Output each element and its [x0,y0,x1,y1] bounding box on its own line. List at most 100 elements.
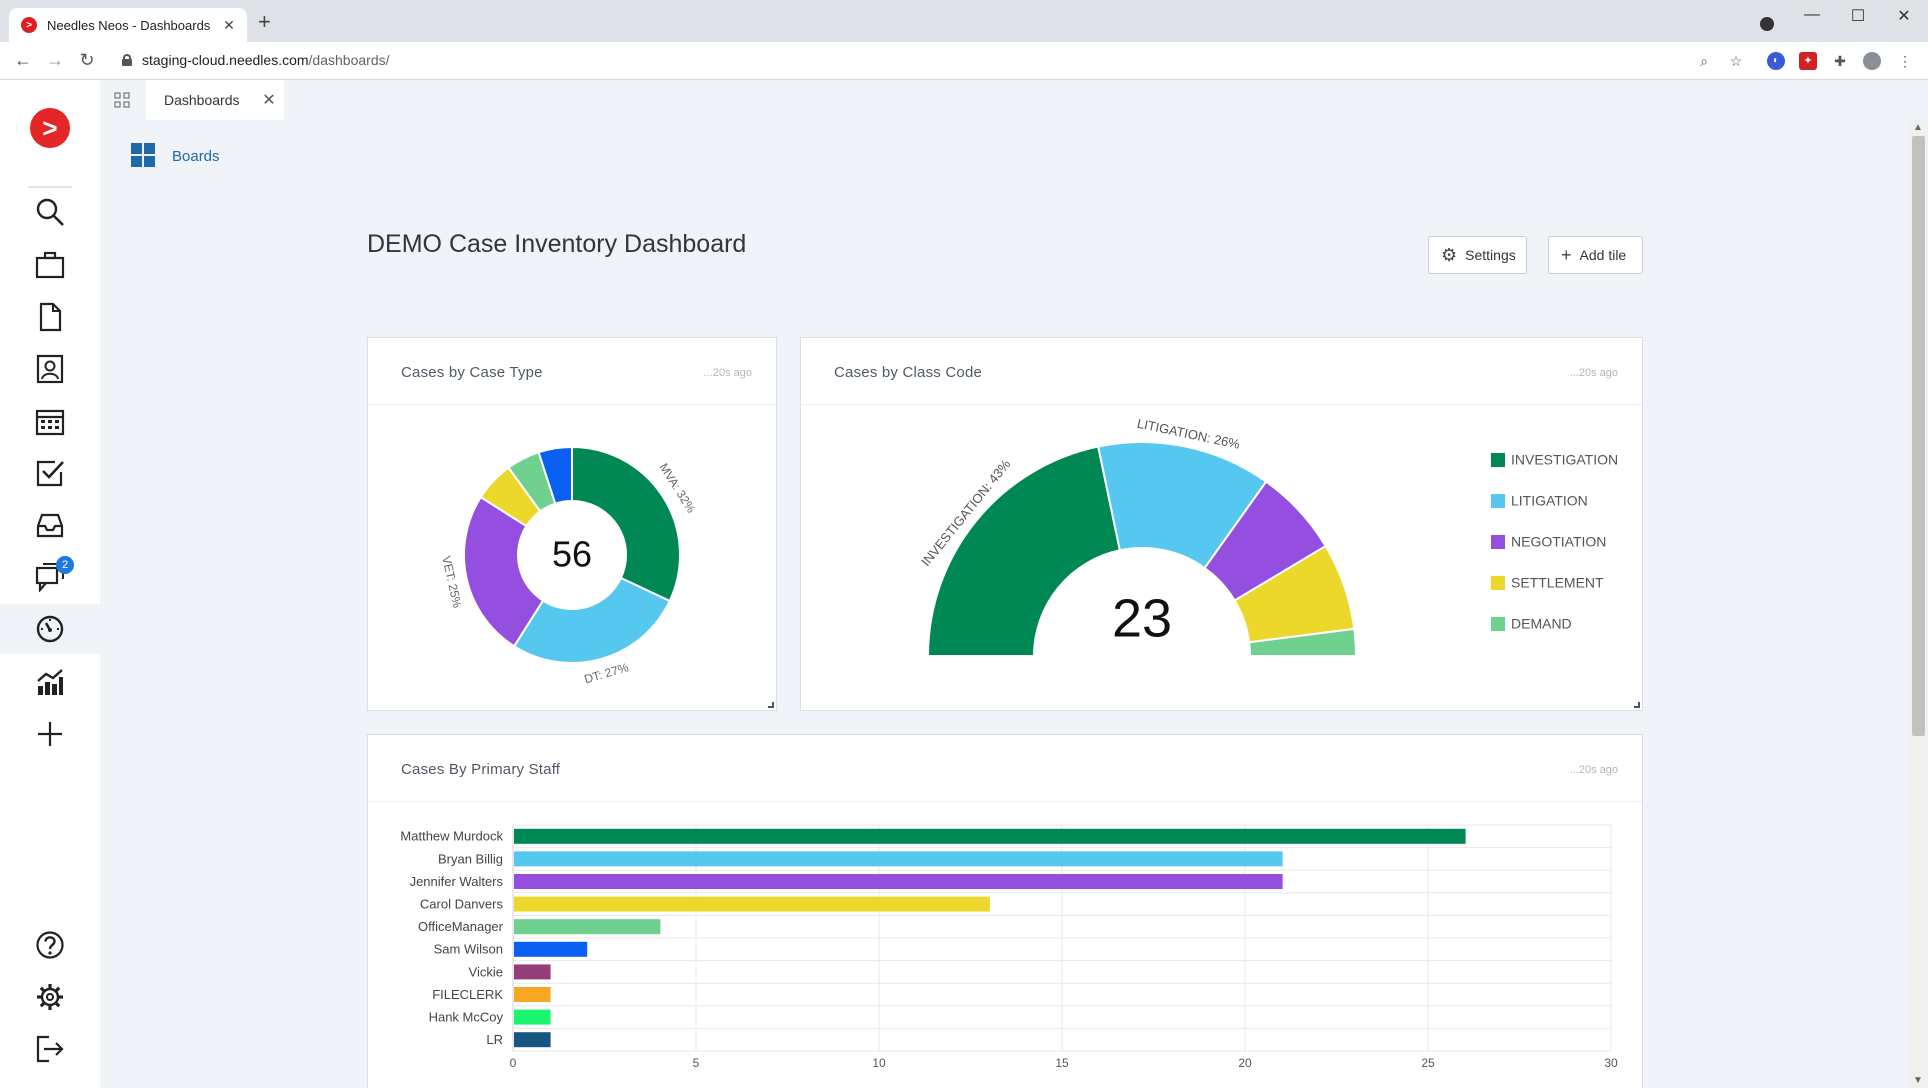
bar[interactable] [514,964,551,980]
reload-icon[interactable]: ↻ [79,50,95,70]
page-scrollbar[interactable]: ▲ ▼ [1909,120,1928,1088]
sidebar-item-messages[interactable]: 2 [0,552,100,602]
breadcrumb[interactable]: Boards [172,148,220,165]
resize-handle[interactable] [1634,702,1640,708]
legend-item[interactable]: DEMAND [1491,616,1572,632]
app-tab-strip: Dashboards ✕ [100,80,1928,120]
y-category-label: Hank McCoy [429,1010,504,1025]
scroll-down-icon[interactable]: ▼ [1913,1075,1923,1086]
grid-view-icon[interactable] [114,92,130,108]
resize-handle[interactable] [768,702,774,708]
extension-icon[interactable]: ◐ [1767,52,1785,70]
maximize-icon[interactable]: ☐ [1850,8,1866,25]
legend-item[interactable]: SETTLEMENT [1491,575,1604,591]
scroll-up-icon[interactable]: ▲ [1913,122,1923,133]
legend-item[interactable]: INVESTIGATION [1491,452,1618,468]
settings-button[interactable]: ⚙ Settings [1428,236,1527,274]
gauge-slice[interactable] [1248,627,1358,657]
y-category-label: LR [486,1032,503,1047]
close-tab-icon[interactable]: ✕ [223,16,235,33]
donut-slice[interactable] [512,576,672,664]
sidebar-item-tasks[interactable] [0,448,100,498]
close-window-icon[interactable]: ✕ [1897,8,1911,25]
bar[interactable] [514,874,1283,889]
y-category-label: Matthew Murdock [400,829,503,844]
x-tick-label: 25 [1421,1056,1435,1070]
donut-center-total: 56 [552,534,592,575]
logo-icon[interactable]: > [30,108,70,148]
sidebar-item-reports[interactable] [0,657,100,707]
search-icon [36,198,64,226]
donut-slice-label: VET: 25% [439,555,464,610]
donut-slice[interactable] [537,445,573,505]
browser-tab[interactable]: > Needles Neos - Dashboards ✕ [9,8,247,42]
bar[interactable] [514,828,1466,844]
browser-menu-icon[interactable]: ⋮ [1898,53,1912,69]
legend-swatch [1491,576,1505,590]
sidebar-item-cases[interactable] [0,240,100,290]
new-tab-icon[interactable]: + [258,9,271,34]
bar[interactable] [514,851,1283,867]
bar[interactable] [514,941,588,957]
gauge-center-total: 23 [1112,588,1172,648]
class-code-gauge-chart[interactable]: INVESTIGATION: 43%LITIGATION: 26%23INVES… [801,406,1642,711]
y-category-label: FILECLERK [432,987,503,1002]
boards-icon[interactable] [131,143,155,167]
legend-item[interactable]: NEGOTIATION [1491,534,1606,550]
bar[interactable] [514,919,661,935]
legend-label: INVESTIGATION [1511,452,1618,468]
sidebar-item-search[interactable] [0,187,100,237]
legend-swatch [1491,453,1505,467]
sidebar-item-help[interactable] [0,920,100,970]
forward-icon[interactable]: → [46,50,64,70]
tile-title: Cases by Class Code [834,364,983,381]
sidebar-item-inbox[interactable] [0,500,100,550]
close-icon[interactable]: ✕ [262,92,276,109]
bar[interactable] [514,1009,551,1025]
bar[interactable] [514,1032,551,1048]
sidebar-item-contacts[interactable] [0,344,100,394]
legend-label: NEGOTIATION [1511,534,1606,550]
page-title: DEMO Case Inventory Dashboard [367,230,747,258]
avatar[interactable] [1863,52,1881,70]
settings-button-label: Settings [1465,247,1516,263]
donut-slice[interactable] [463,495,545,648]
sidebar-item-settings[interactable] [0,972,100,1022]
sidebar-item-calendar[interactable] [0,396,100,446]
legend-label: SETTLEMENT [1511,575,1604,591]
tab-dashboards[interactable]: Dashboards ✕ [146,80,284,120]
pdf-extension-icon[interactable]: ✦ [1799,52,1817,70]
puzzle-icon[interactable]: ✚ [1834,53,1846,69]
scrollbar-thumb[interactable] [1912,136,1925,736]
bar[interactable] [514,896,990,912]
bar[interactable] [514,987,551,1002]
address-bar[interactable]: staging-cloud.needles.com/dashboards/ [142,52,390,68]
sidebar-item-add[interactable] [0,709,100,759]
lock-icon [122,54,132,66]
browser-tab-title: Needles Neos - Dashboards [47,17,211,33]
zoom-icon[interactable]: ⌕ [1700,53,1708,69]
favicon-icon: > [21,17,37,33]
minimize-icon[interactable]: — [1804,6,1820,23]
gauge-slice[interactable] [926,445,1122,657]
x-tick-label: 0 [510,1056,517,1070]
case-type-donut-chart[interactable]: MVA: 32%DT: 27%VET: 25%56 [368,406,776,711]
sidebar-divider [28,186,72,188]
primary-staff-bar-chart[interactable]: 0 5 10 15 20 25 30 Matthew Murdock Bryan Billig J… [368,803,1642,1088]
bookmark-star-icon[interactable]: ☆ [1729,53,1743,69]
add-tile-button-label: Add tile [1579,247,1627,263]
profile-menu-icon[interactable] [1760,17,1774,31]
tile-updated-time: ...20s ago [1569,367,1618,379]
sidebar-item-logout[interactable] [0,1024,100,1074]
legend-item[interactable]: LITIGATION [1491,493,1588,509]
legend-swatch [1491,494,1505,508]
tile-header: Cases By Primary Staff ...20s ago [368,735,1642,802]
back-icon[interactable]: ← [14,50,32,70]
sidebar-item-dashboards[interactable] [0,604,100,654]
add-tile-button[interactable]: + Add tile [1548,236,1643,274]
x-tick-label: 20 [1238,1056,1252,1070]
tile-title: Cases By Primary Staff [401,761,561,778]
donut-slice[interactable] [571,445,681,603]
sidebar-item-documents[interactable] [0,292,100,342]
plus-icon [38,722,62,746]
